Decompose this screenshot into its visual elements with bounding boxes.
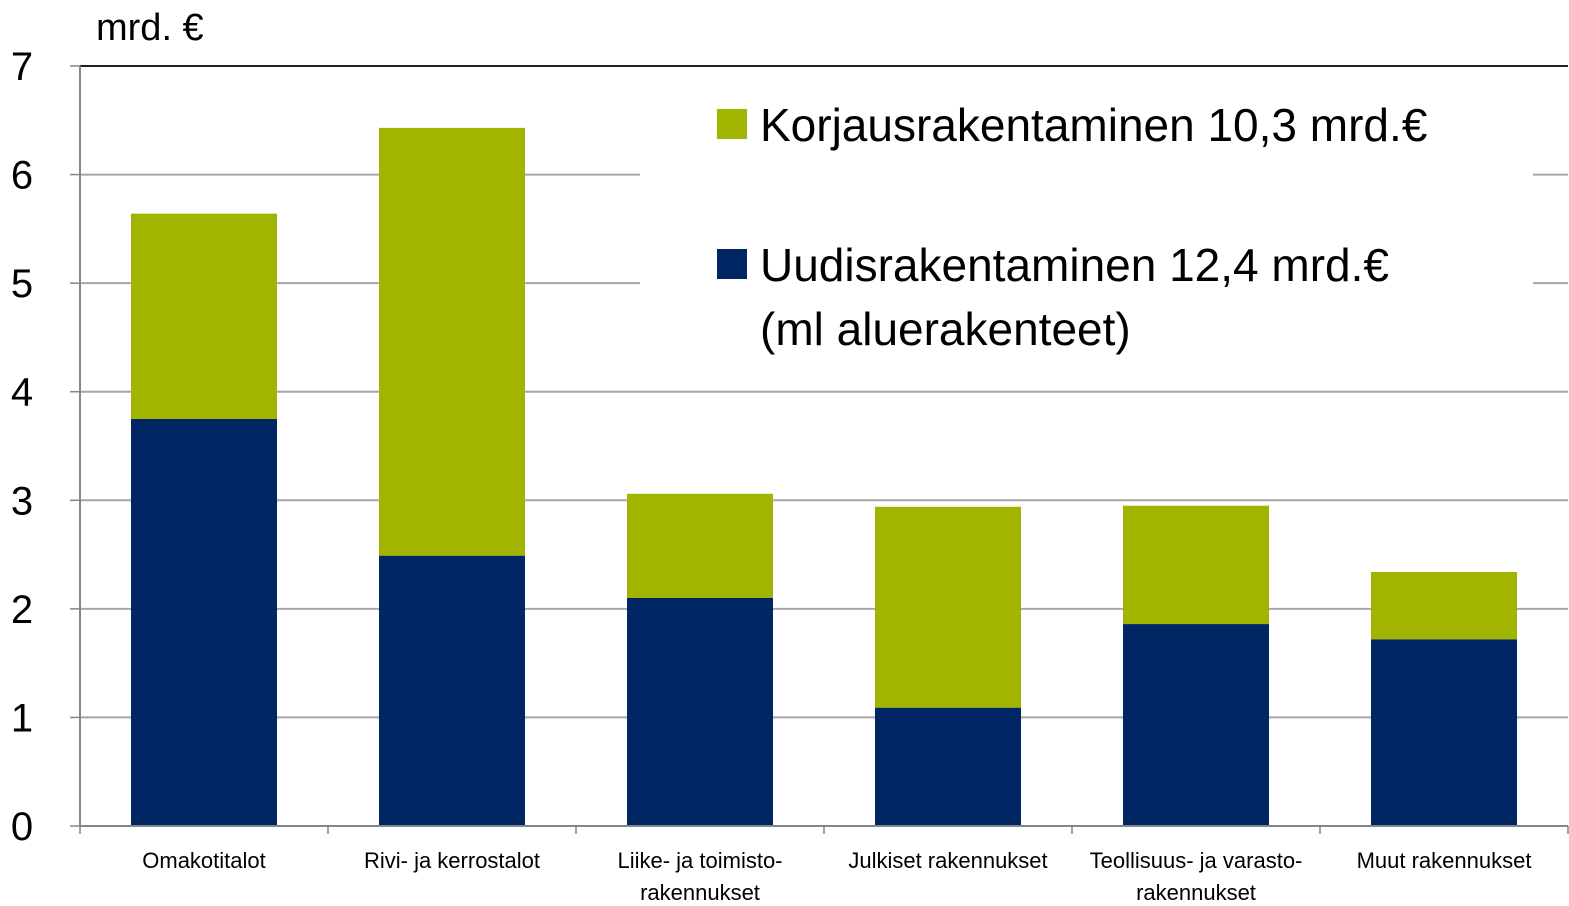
- y-axis-label: mrd. €: [96, 7, 204, 49]
- bar-segment: [875, 707, 1021, 826]
- y-tick-label: 2: [11, 588, 33, 632]
- y-tick-label: 0: [11, 805, 33, 849]
- bar-segment: [875, 506, 1021, 708]
- y-tick-label: 6: [11, 154, 33, 198]
- bar-segment: [627, 598, 773, 826]
- x-tick-label: Omakotitalot: [142, 848, 266, 873]
- x-tick-label: Muut rakennukset: [1357, 848, 1532, 873]
- legend-swatch: [717, 249, 747, 279]
- bar-segment: [1123, 624, 1269, 826]
- y-tick-label: 5: [11, 262, 33, 306]
- legend-swatch: [717, 109, 747, 139]
- x-tick-label: Teollisuus- ja varasto-rakennukset: [1090, 848, 1303, 905]
- x-tick-label: Rivi- ja kerrostalot: [364, 848, 540, 873]
- bar-segment: [1371, 571, 1517, 640]
- bar-segment: [627, 493, 773, 598]
- y-tick-label: 4: [11, 371, 33, 415]
- bar-segment: [131, 418, 277, 826]
- x-tick-label: Liike- ja toimisto-rakennukset: [617, 848, 782, 905]
- bar-segment: [1123, 505, 1269, 625]
- y-tick-label: 3: [11, 479, 33, 523]
- bar-segment: [131, 213, 277, 419]
- bar-segment: [379, 555, 525, 826]
- bar-segment: [1371, 639, 1517, 826]
- bar-segment: [379, 127, 525, 556]
- y-tick-label: 7: [11, 45, 33, 89]
- y-tick-label: 1: [11, 696, 33, 740]
- legend-box: [640, 95, 1533, 365]
- legend-label: Uudisrakentaminen 12,4 mrd.€ (ml aluerake…: [760, 239, 1389, 355]
- legend-label: Korjausrakentaminen 10,3 mrd.€: [760, 99, 1427, 151]
- x-tick-label: Julkiset rakennukset: [848, 848, 1047, 873]
